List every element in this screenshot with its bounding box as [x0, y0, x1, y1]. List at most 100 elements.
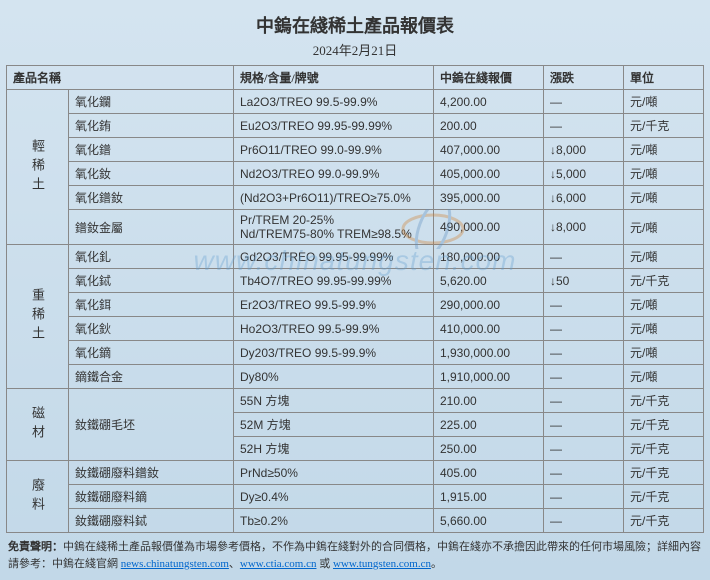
cell-name: 氧化鑭: [69, 90, 234, 114]
cell-spec: Tb≥0.2%: [234, 509, 434, 533]
cell-name: 氧化鐠釹: [69, 186, 234, 210]
table-row: 氧化鐠Pr6O11/TREO 99.0-99.9%407,000.00↓8,00…: [7, 138, 704, 162]
cell-spec: Dy203/TREO 99.5-99.9%: [234, 341, 434, 365]
table-row: 氧化銪Eu2O3/TREO 99.95-99.99%200.00—元/千克: [7, 114, 704, 138]
group-label: 磁材: [7, 389, 69, 461]
disclaimer-link-1[interactable]: news.chinatungsten.com: [121, 558, 229, 570]
cell-spec: Dy≥0.4%: [234, 485, 434, 509]
cell-spec: Ho2O3/TREO 99.5-99.9%: [234, 317, 434, 341]
cell-change: —: [544, 245, 624, 269]
group-label: 廢料: [7, 461, 69, 533]
table-row: 氧化鈥Ho2O3/TREO 99.5-99.9%410,000.00—元/噸: [7, 317, 704, 341]
disclaimer-label: 免責聲明：: [8, 541, 63, 553]
cell-price: 405.00: [434, 461, 544, 485]
group-label: 重稀土: [7, 245, 69, 389]
cell-spec: 52M 方塊: [234, 413, 434, 437]
cell-unit: 元/千克: [624, 114, 704, 138]
col-product-name: 產品名稱: [7, 66, 234, 90]
table-row: 重稀土氧化釓Gd2O3/TREO 99.95-99.99%180,000.00—…: [7, 245, 704, 269]
cell-unit: 元/噸: [624, 138, 704, 162]
cell-spec: Tb4O7/TREO 99.95-99.99%: [234, 269, 434, 293]
cell-name: 氧化鏑: [69, 341, 234, 365]
cell-name: 氧化鐠: [69, 138, 234, 162]
cell-unit: 元/千克: [624, 461, 704, 485]
cell-change: —: [544, 341, 624, 365]
cell-change: —: [544, 461, 624, 485]
cell-name: 釹鐵硼廢料鋱: [69, 509, 234, 533]
cell-name: 氧化釹: [69, 162, 234, 186]
table-row: 釹鐵硼廢料鏑Dy≥0.4%1,915.00—元/千克: [7, 485, 704, 509]
cell-unit: 元/噸: [624, 90, 704, 114]
cell-price: 1,910,000.00: [434, 365, 544, 389]
cell-unit: 元/噸: [624, 186, 704, 210]
cell-name: 釹鐵硼廢料鐠釹: [69, 461, 234, 485]
cell-price: 405,000.00: [434, 162, 544, 186]
cell-price: 395,000.00: [434, 186, 544, 210]
cell-price: 180,000.00: [434, 245, 544, 269]
cell-change: —: [544, 365, 624, 389]
cell-unit: 元/噸: [624, 365, 704, 389]
cell-unit: 元/噸: [624, 317, 704, 341]
table-title: 中鎢在綫稀土產品報價表: [6, 6, 704, 40]
price-table: 產品名稱 規格/含量/牌號 中鎢在綫報價 漲跌 單位 輕稀土氧化鑭La2O3/T…: [6, 65, 704, 533]
cell-spec: Nd2O3/TREO 99.0-99.9%: [234, 162, 434, 186]
cell-change: ↓5,000: [544, 162, 624, 186]
cell-name: 鐠釹金屬: [69, 210, 234, 245]
cell-change: —: [544, 437, 624, 461]
cell-spec: Dy80%: [234, 365, 434, 389]
cell-name: 釹鐵硼毛坯: [69, 389, 234, 461]
cell-change: ↓50: [544, 269, 624, 293]
cell-price: 1,930,000.00: [434, 341, 544, 365]
cell-unit: 元/千克: [624, 485, 704, 509]
col-price: 中鎢在綫報價: [434, 66, 544, 90]
table-row: 廢料釹鐵硼廢料鐠釹PrNd≥50%405.00—元/千克: [7, 461, 704, 485]
cell-price: 490,000.00: [434, 210, 544, 245]
cell-unit: 元/千克: [624, 269, 704, 293]
cell-price: 407,000.00: [434, 138, 544, 162]
cell-price: 210.00: [434, 389, 544, 413]
cell-price: 4,200.00: [434, 90, 544, 114]
cell-unit: 元/千克: [624, 509, 704, 533]
cell-change: ↓8,000: [544, 138, 624, 162]
cell-name: 鏑鐵合金: [69, 365, 234, 389]
cell-price: 1,915.00: [434, 485, 544, 509]
cell-change: —: [544, 317, 624, 341]
cell-price: 250.00: [434, 437, 544, 461]
cell-name: 氧化鈥: [69, 317, 234, 341]
table-row: 氧化鏑Dy203/TREO 99.5-99.9%1,930,000.00—元/噸: [7, 341, 704, 365]
cell-price: 410,000.00: [434, 317, 544, 341]
cell-change: ↓6,000: [544, 186, 624, 210]
cell-spec: Gd2O3/TREO 99.95-99.99%: [234, 245, 434, 269]
cell-spec: Pr/TREM 20-25%Nd/TREM75-80% TREM≥98.5%: [234, 210, 434, 245]
cell-unit: 元/噸: [624, 210, 704, 245]
cell-unit: 元/千克: [624, 413, 704, 437]
cell-name: 釹鐵硼廢料鏑: [69, 485, 234, 509]
cell-change: —: [544, 509, 624, 533]
cell-spec: 52H 方塊: [234, 437, 434, 461]
cell-spec: Er2O3/TREO 99.5-99.9%: [234, 293, 434, 317]
disclaimer-link-3[interactable]: www.tungsten.com.cn: [333, 558, 431, 570]
cell-name: 氧化銪: [69, 114, 234, 138]
cell-spec: 55N 方塊: [234, 389, 434, 413]
table-row: 氧化鐠釹(Nd2O3+Pr6O11)/TREO≥75.0%395,000.00↓…: [7, 186, 704, 210]
cell-spec: Eu2O3/TREO 99.95-99.99%: [234, 114, 434, 138]
cell-change: —: [544, 485, 624, 509]
cell-price: 225.00: [434, 413, 544, 437]
cell-price: 200.00: [434, 114, 544, 138]
col-spec: 規格/含量/牌號: [234, 66, 434, 90]
cell-price: 5,660.00: [434, 509, 544, 533]
table-row: 鐠釹金屬Pr/TREM 20-25%Nd/TREM75-80% TREM≥98.…: [7, 210, 704, 245]
table-row: 釹鐵硼廢料鋱Tb≥0.2%5,660.00—元/千克: [7, 509, 704, 533]
disclaimer-link-2[interactable]: www.ctia.com.cn: [240, 558, 317, 570]
cell-unit: 元/噸: [624, 341, 704, 365]
cell-spec: Pr6O11/TREO 99.0-99.9%: [234, 138, 434, 162]
table-row: 鏑鐵合金Dy80%1,910,000.00—元/噸: [7, 365, 704, 389]
disclaimer: 免責聲明：中鎢在綫稀土產品報價僅為市場參考價格，不作為中鎢在綫對外的合同價格，中…: [6, 533, 704, 574]
table-row: 輕稀土氧化鑭La2O3/TREO 99.5-99.9%4,200.00—元/噸: [7, 90, 704, 114]
cell-spec: (Nd2O3+Pr6O11)/TREO≥75.0%: [234, 186, 434, 210]
cell-change: —: [544, 114, 624, 138]
table-row: 氧化鋱Tb4O7/TREO 99.95-99.99%5,620.00↓50元/千…: [7, 269, 704, 293]
header-row: 產品名稱 規格/含量/牌號 中鎢在綫報價 漲跌 單位: [7, 66, 704, 90]
cell-unit: 元/千克: [624, 389, 704, 413]
cell-name: 氧化釓: [69, 245, 234, 269]
